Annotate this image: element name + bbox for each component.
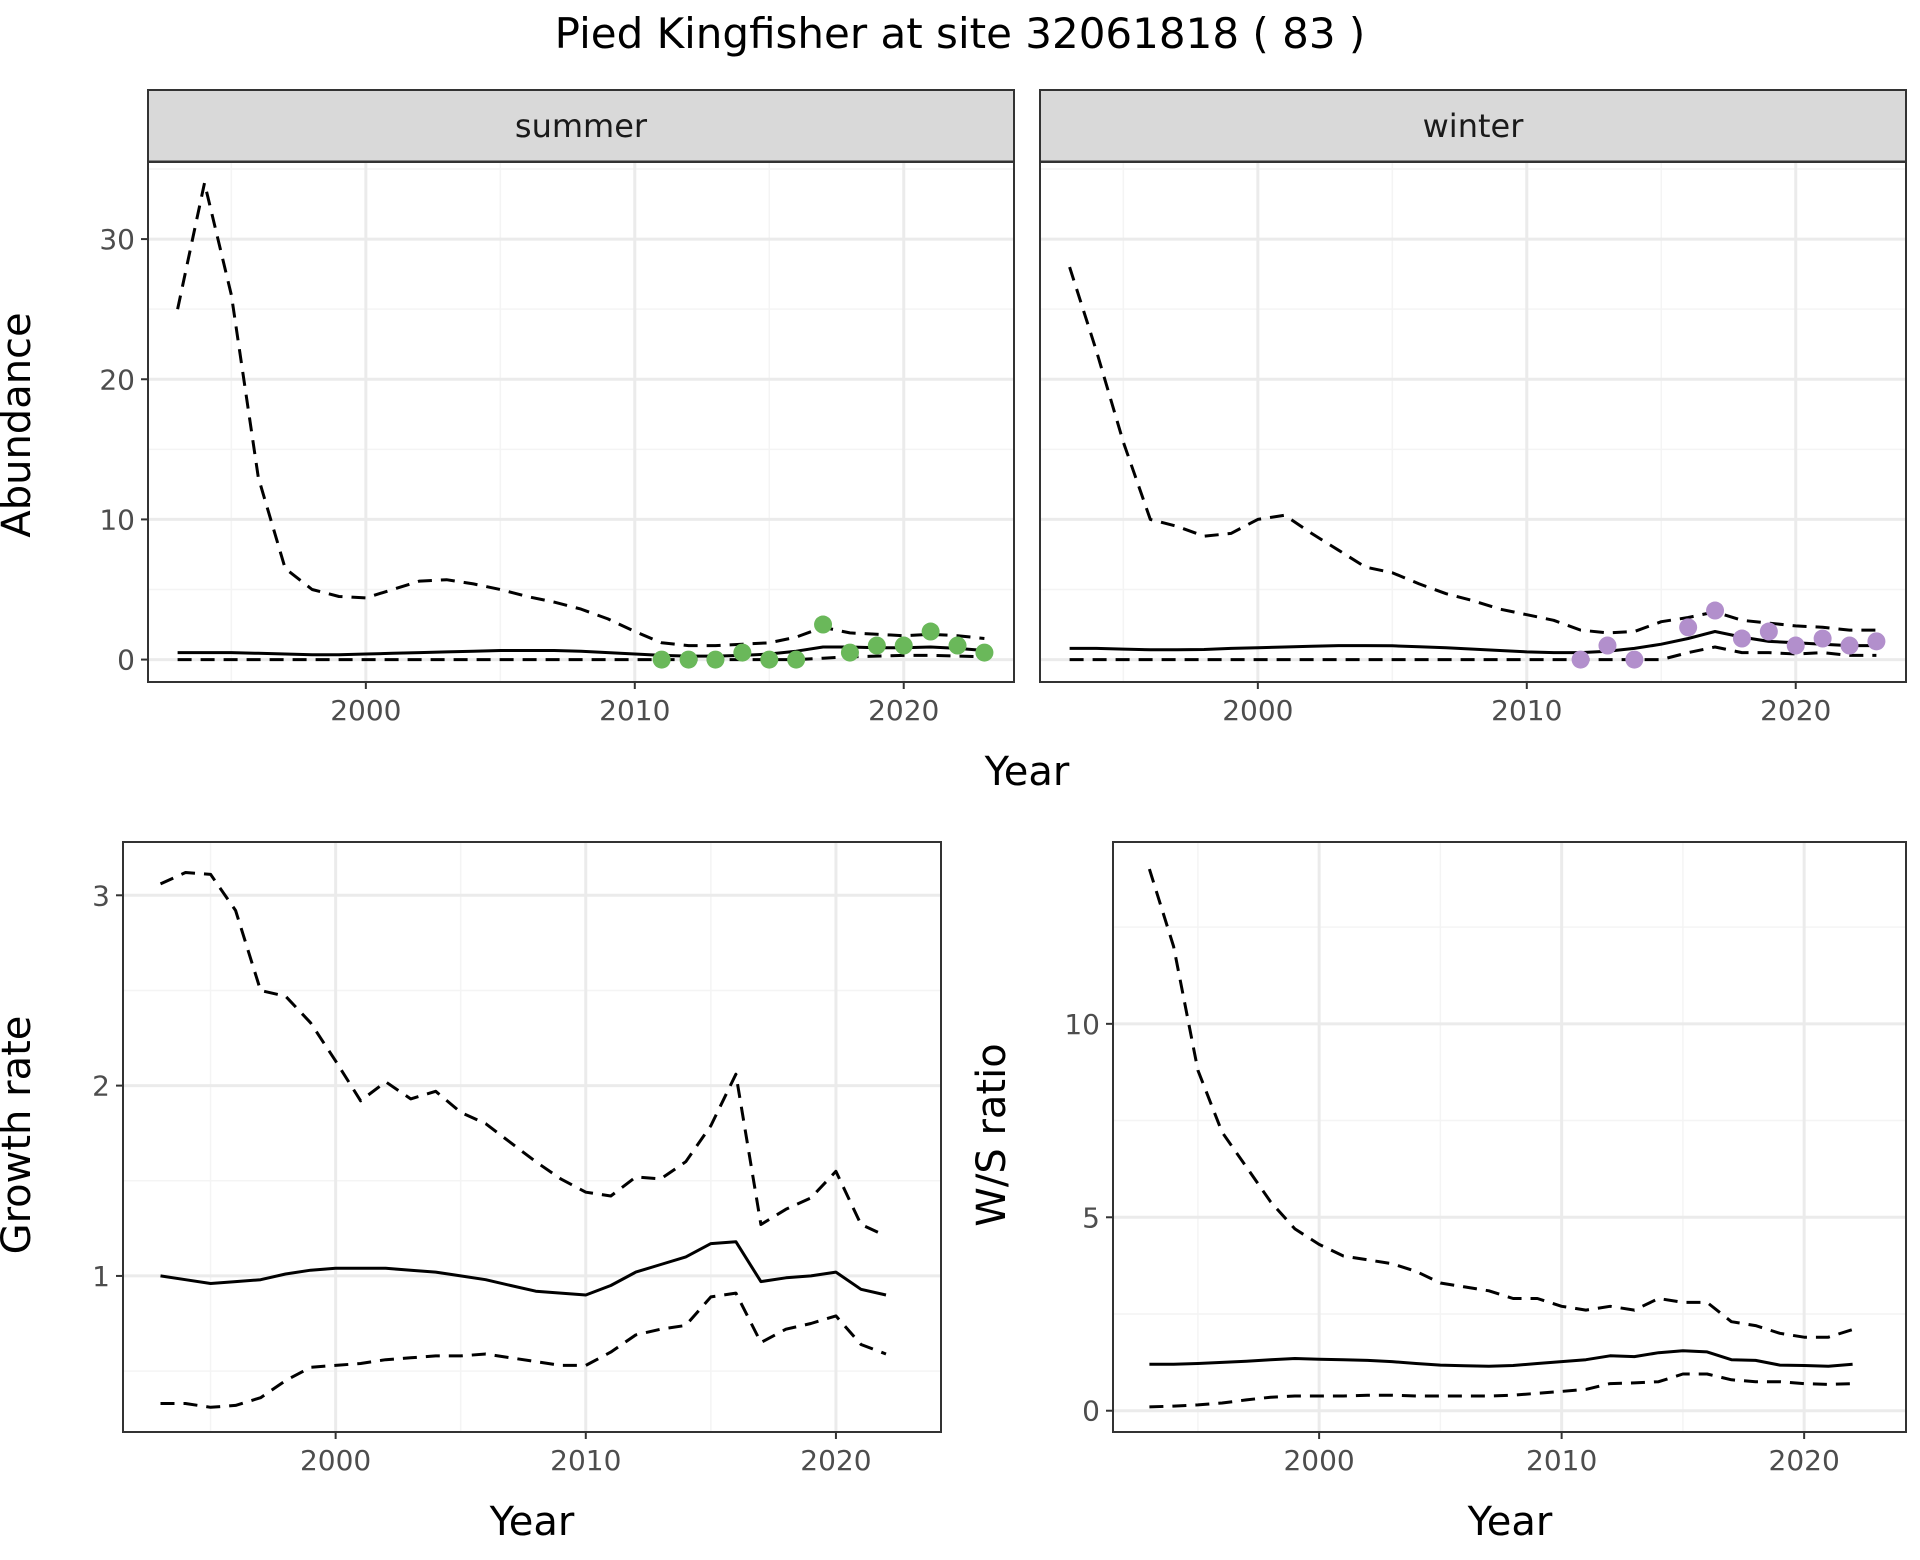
summer-observation-point: [814, 615, 833, 634]
growth-year-axis-title: Year: [489, 1499, 575, 1545]
ratio-upper-bound-line: [1147, 868, 1854, 1339]
winter-observation-point: [1706, 601, 1725, 620]
summer-observation-point: [706, 650, 725, 669]
ratio-lower-bound-line: [1149, 1372, 1853, 1409]
winter-strip-label: winter: [1423, 107, 1525, 145]
summer-panel: summer 2000 2010 2020 0 10 20 30: [99, 89, 1015, 727]
growth-estimate-line: [160, 1240, 887, 1297]
winter-observation-point: [1732, 629, 1751, 648]
growth-x-tick-label: 2020: [800, 1444, 871, 1477]
summer-x-tick-label: 2020: [868, 694, 939, 727]
summer-observation-point: [679, 650, 698, 669]
winter-x-tick-label: 2020: [1760, 694, 1831, 727]
growth-lower-bound-line: [160, 1291, 887, 1409]
summer-observation-point: [733, 643, 752, 662]
summer-observation-point: [948, 636, 967, 655]
summer-y-tick-label: 20: [99, 363, 135, 396]
ratio-plot-area: [1113, 842, 1906, 1432]
ratio-estimate-line: [1149, 1349, 1853, 1368]
winter-observation-point: [1867, 632, 1886, 651]
summer-observation-point: [921, 622, 940, 641]
growth-y-tick-label: 2: [92, 1070, 110, 1103]
winter-observation-point: [1786, 636, 1805, 655]
winter-plot-area: [1040, 162, 1906, 682]
ratio-y-tick-label: 0: [1082, 1395, 1100, 1428]
summer-observation-point: [840, 643, 859, 662]
figure-title: Pied Kingfisher at site 32061818 ( 83 ): [555, 9, 1366, 58]
growth-y-tick-label: 3: [92, 879, 110, 912]
ratio-x-tick-label: 2010: [1526, 1444, 1597, 1477]
summer-strip: [147, 89, 1015, 163]
summer-observation-point: [787, 650, 806, 669]
summer-strip-label: summer: [515, 107, 648, 145]
winter-x-tick-label: 2010: [1491, 694, 1562, 727]
winter-observation-point: [1571, 650, 1590, 669]
winter-lower-bound-line: [1069, 645, 1877, 662]
summer-observation-point: [867, 636, 886, 655]
summer-upper-bound-line: [176, 181, 985, 648]
winter-observation-point: [1598, 636, 1617, 655]
winter-observation-point: [1625, 650, 1644, 669]
summer-x-tick-label: 2010: [599, 694, 670, 727]
winter-panel: winter 2000 2010 2020: [1039, 89, 1907, 727]
growth-x-tick-label: 2000: [300, 1444, 371, 1477]
summer-x-tick-label: 2000: [330, 694, 401, 727]
winter-x-tick-label: 2000: [1222, 694, 1293, 727]
winter-observation-point: [1759, 622, 1778, 641]
growth-rate-axis-title: Growth rate: [0, 1016, 40, 1255]
winter-observation-point: [1679, 618, 1698, 637]
ratio-x-tick-label: 2000: [1283, 1444, 1354, 1477]
summer-y-tick-label: 30: [99, 223, 135, 256]
summer-panel-border: [147, 161, 1015, 683]
ws-ratio-axis-title: W/S ratio: [969, 1043, 1015, 1226]
summer-observation-point: [975, 643, 994, 662]
ratio-y-tick-label: 10: [1064, 1008, 1100, 1041]
winter-strip: [1039, 89, 1907, 163]
growth-upper-bound-line: [159, 871, 887, 1238]
growth-plot-area: [123, 842, 941, 1432]
top-year-axis-title: Year: [984, 749, 1070, 795]
ratio-x-tick-label: 2020: [1769, 1444, 1840, 1477]
summer-y-tick-label: 0: [117, 644, 135, 677]
summer-y-tick-label: 10: [99, 503, 135, 536]
winter-panel-border: [1039, 161, 1907, 683]
winter-observation-point: [1840, 636, 1859, 655]
growth-panel-border: [122, 841, 942, 1433]
summer-plot-area: [148, 162, 1014, 682]
summer-observation-point: [894, 636, 913, 655]
ws-ratio-panel: 2000 2010 2020 0 5 10: [1064, 841, 1907, 1477]
summer-observation-point: [760, 650, 779, 669]
growth-x-tick-label: 2010: [550, 1444, 621, 1477]
summer-observation-point: [652, 650, 671, 669]
ratio-panel-border: [1112, 841, 1907, 1433]
ratio-year-axis-title: Year: [1467, 1499, 1553, 1545]
growth-y-tick-label: 1: [92, 1260, 110, 1293]
ratio-y-tick-label: 5: [1082, 1201, 1100, 1234]
growth-rate-panel: 2000 2010 2020 1 2 3: [92, 841, 942, 1477]
winter-observation-point: [1813, 629, 1832, 648]
abundance-axis-title: Abundance: [0, 312, 40, 537]
